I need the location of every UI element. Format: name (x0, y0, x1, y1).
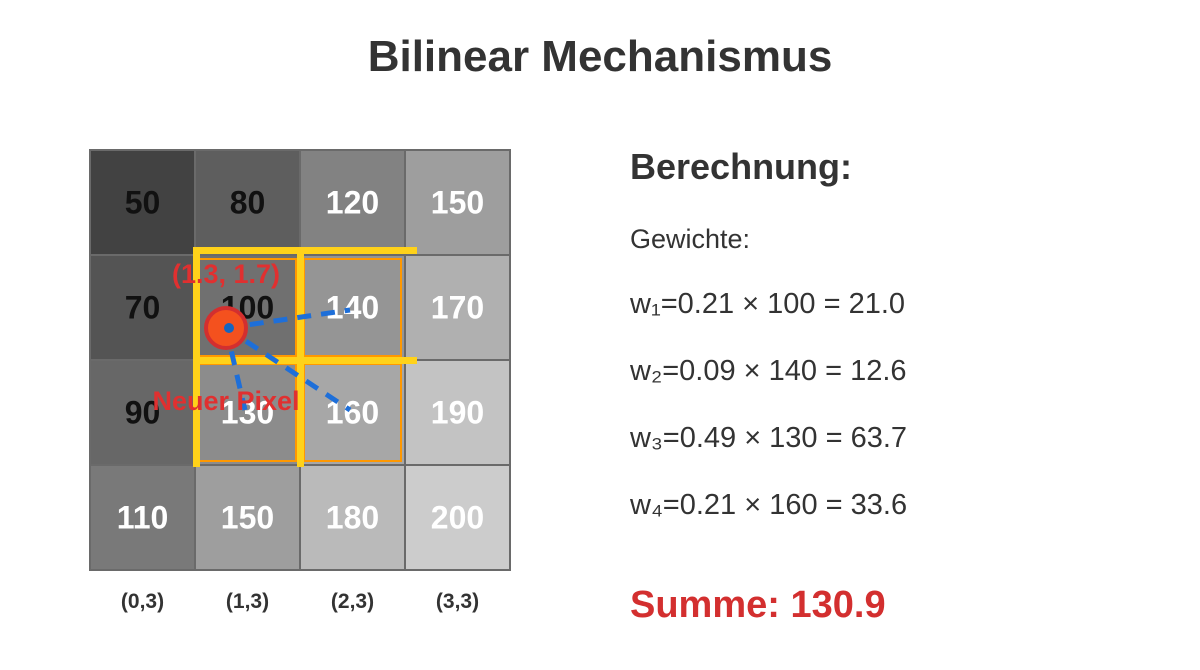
column-label-1: (1,3) (226, 590, 269, 613)
grid-cell-1-2 (299, 254, 406, 361)
grid-cell-3-0 (89, 464, 196, 571)
highlight-bar-4 (297, 247, 304, 467)
grid-cell-value-0-2: 120 (326, 185, 379, 221)
highlight-bar-2 (193, 357, 417, 364)
weight-line-1: w₁=0.21 × 100 = 21.0 (630, 288, 906, 320)
sample-point-label: (1.3, 1.7) (172, 259, 280, 289)
column-label-3: (3,3) (436, 590, 479, 613)
weight-line-4: w₄=0.21 × 160 = 33.6 (630, 489, 908, 521)
grid-cell-value-2-3: 190 (431, 395, 484, 431)
column-label-2: (2,3) (331, 590, 374, 613)
weight-line-2: w₂=0.09 × 140 = 12.6 (630, 355, 907, 387)
grid-cell-value-3-1: 150 (221, 500, 274, 536)
grid-cell-value-1-2: 140 (326, 290, 379, 326)
grid-cell-value-0-0: 50 (125, 185, 161, 221)
grid-cell-value-3-3: 200 (431, 500, 484, 536)
sum-result: Summe: 130.9 (630, 584, 886, 626)
grid-cell-value-3-0: 110 (117, 500, 169, 536)
grid-cell-0-1 (194, 149, 301, 256)
grid-cell-value-2-1: 130 (221, 395, 274, 431)
weights-label: Gewichte: (630, 224, 751, 254)
grid-cell-0-0 (89, 149, 196, 256)
grid-cell-1-3 (404, 254, 511, 361)
grid-cell-0-2 (299, 149, 406, 256)
calculation-heading: Berechnung: (630, 146, 853, 187)
grid-cell-value-1-0: 70 (125, 290, 161, 326)
grid-cell-value-0-3: 150 (431, 185, 484, 221)
grid-cell-value-2-0: 90 (125, 395, 161, 431)
grid-cell-value-1-3: 170 (431, 290, 484, 326)
highlight-bar-3 (193, 247, 200, 467)
grid-cell-3-1 (194, 464, 301, 571)
weight-connector-line-2 (224, 325, 352, 413)
grid-cell-2-2 (299, 359, 406, 466)
grid-cell-3-3 (404, 464, 511, 571)
weight-connector-line-1 (225, 307, 351, 331)
grid-cell-value-3-2: 180 (326, 500, 379, 536)
column-label-0: (0,3) (121, 590, 164, 613)
page-title: Bilinear Mechanismus (367, 32, 833, 81)
grid-cell-2-3 (404, 359, 511, 466)
new-pixel-label: Neuer Pixel (152, 386, 299, 416)
new-pixel-point-center (224, 323, 234, 333)
grid-cell-3-2 (299, 464, 406, 571)
highlight-bar-1 (193, 247, 417, 254)
grid-cell-value-0-1: 80 (230, 185, 266, 221)
weight-line-3: w₃=0.49 × 130 = 63.7 (630, 422, 908, 454)
